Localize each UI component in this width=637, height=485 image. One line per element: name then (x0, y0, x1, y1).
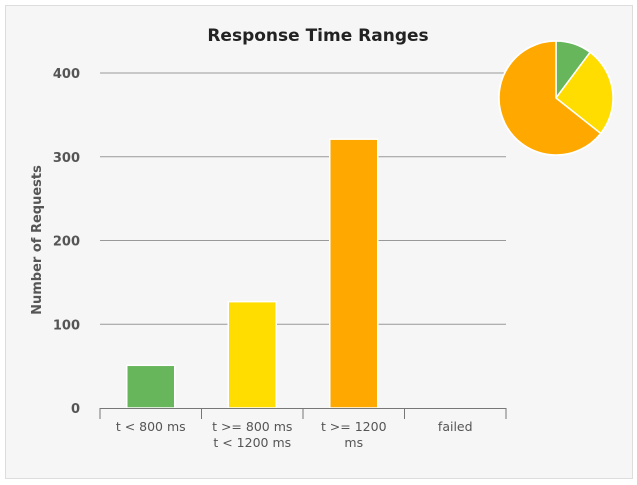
y-axis-label: Number of Requests (30, 165, 45, 315)
pie-slice (554, 51, 614, 135)
y-tick-label: 200 (53, 235, 80, 250)
x-tick-label: t >= 1200 (321, 419, 387, 434)
bar (329, 138, 379, 409)
y-tick-label: 100 (53, 318, 80, 333)
x-tick-label: ms (344, 435, 363, 450)
bar (126, 364, 176, 409)
y-tick-label: 0 (71, 402, 80, 417)
pie-slice (498, 40, 602, 156)
chart-title: Response Time Ranges (207, 26, 428, 46)
y-tick-label: 400 (53, 67, 80, 82)
x-tick-label: t >= 800 ms (212, 419, 292, 434)
bar (227, 300, 277, 409)
x-tick-label: t < 1200 ms (213, 435, 291, 450)
y-tick-label: 300 (53, 151, 80, 166)
x-tick-label: t < 800 ms (116, 419, 186, 434)
x-tick-label: failed (438, 419, 473, 434)
